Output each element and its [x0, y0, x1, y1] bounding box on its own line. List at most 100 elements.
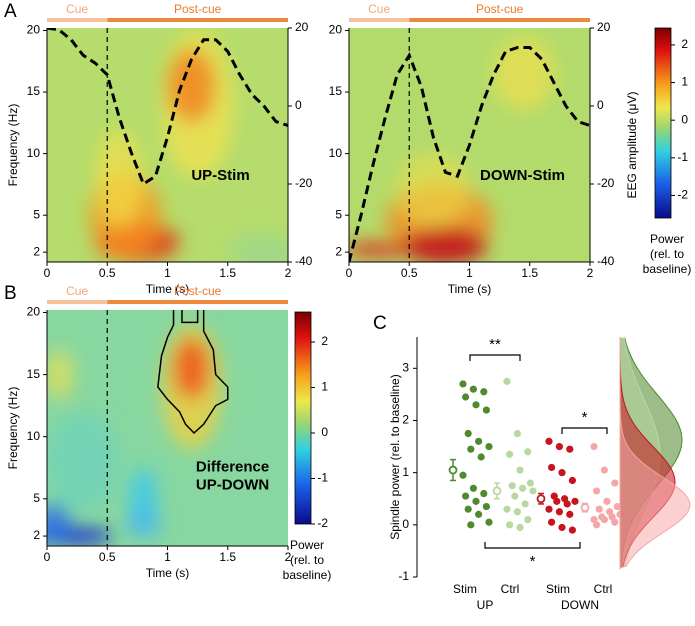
colorbar-tick-label: 1	[681, 75, 688, 89]
post-cue-label: Post-cue	[174, 2, 222, 16]
eeg-line	[47, 28, 288, 187]
category-label: Ctrl	[501, 582, 520, 596]
y2-tick-label: -40	[597, 254, 615, 268]
cue-label: Cue	[66, 284, 88, 298]
data-point	[472, 497, 480, 505]
data-point	[459, 471, 467, 479]
colorbar-tick-label: 0	[681, 112, 688, 126]
data-point	[513, 429, 522, 438]
y-tick-label: 15	[329, 84, 343, 98]
colorbar-tick-label: -1	[677, 150, 688, 164]
significance-bracket	[561, 427, 608, 434]
x-tick-label: 0.5	[99, 550, 116, 564]
data-point	[467, 521, 475, 529]
x-axis-label: Time (s)	[448, 282, 492, 296]
cue-bar	[47, 300, 108, 304]
colorbar-tick-label: 1	[321, 380, 328, 394]
y-tick-label: 15	[27, 84, 41, 98]
data-point	[566, 445, 574, 453]
data-point	[611, 479, 619, 487]
heatmap-blob	[47, 527, 114, 545]
heatmap-blob	[47, 503, 72, 544]
y-tick-label: -1	[398, 569, 409, 583]
y-axis-label: Spindle power (rel. to baseline)	[388, 374, 402, 539]
data-point	[462, 492, 470, 500]
y2-tick-label: -20	[597, 176, 615, 190]
data-point	[482, 502, 490, 511]
data-point	[469, 484, 477, 492]
group-label: UP	[477, 598, 494, 612]
data-point	[475, 437, 483, 445]
eeg-line	[349, 46, 590, 262]
heatmap-blob	[95, 128, 144, 228]
post-cue-label: Post-cue	[476, 2, 524, 16]
category-label: Stim	[453, 582, 477, 596]
data-point	[590, 442, 598, 451]
heatmap-blob	[47, 349, 74, 400]
colorbar-label: (rel. to	[290, 553, 324, 567]
data-point	[464, 429, 472, 438]
y-tick-label: 2	[33, 528, 40, 542]
data-point	[472, 401, 480, 409]
post-cue-bar	[107, 300, 288, 304]
y-tick-label: 5	[335, 207, 342, 221]
colorbar	[654, 27, 672, 219]
data-point	[480, 489, 488, 498]
x-tick-label: 1.5	[219, 550, 236, 564]
data-point	[485, 518, 493, 526]
data-point	[568, 526, 577, 534]
data-point	[566, 510, 574, 518]
y-tick-label: 2	[402, 413, 409, 427]
colorbar-tick-label: -2	[677, 188, 688, 202]
heatmap-blob	[403, 227, 488, 262]
significance-label: *	[530, 553, 536, 570]
y-tick-label: 0	[402, 517, 409, 531]
x-axis-label: Time (s)	[146, 282, 190, 296]
data-point	[568, 476, 577, 485]
mean-marker	[580, 503, 590, 513]
heatmap	[349, 28, 590, 262]
y-tick-label: 10	[27, 429, 41, 443]
heatmap-title: UP-DOWN	[196, 477, 269, 494]
data-point	[526, 479, 535, 487]
heatmap	[47, 310, 288, 546]
colorbar-label: baseline)	[283, 568, 332, 582]
cue-label: Cue	[66, 2, 88, 16]
data-point	[555, 508, 564, 516]
x-tick-label: 0	[44, 550, 51, 564]
cue-bar	[349, 18, 410, 22]
data-point	[506, 521, 514, 529]
data-point	[524, 448, 532, 456]
x-tick-label: 1.5	[219, 266, 236, 280]
data-point	[593, 487, 601, 495]
colorbar-tick-label: 0	[321, 425, 328, 439]
heatmap-blob	[227, 233, 288, 262]
heatmap-blob	[173, 337, 210, 400]
data-point	[558, 469, 566, 477]
x-axis-label: Time (s)	[146, 566, 190, 580]
x-tick-label: 1	[466, 266, 473, 280]
heatmap-blob	[47, 411, 120, 512]
y2-tick-label: -40	[295, 254, 313, 268]
y-axis-label: Frequency (Hz)	[6, 104, 20, 187]
colorbar	[294, 311, 312, 525]
heatmap-title: Difference	[196, 459, 269, 476]
data-point	[571, 497, 579, 505]
data-point	[519, 484, 527, 492]
x-tick-label: 0.5	[401, 266, 418, 280]
category-label: Stim	[546, 582, 570, 596]
data-point	[548, 463, 556, 472]
data-point	[477, 453, 485, 461]
data-point	[545, 437, 553, 445]
data-point	[462, 393, 470, 401]
y-tick-label: 15	[27, 367, 41, 381]
mean-marker	[448, 465, 458, 475]
panel-label: C	[373, 313, 387, 334]
heatmap-title: UP-Stim	[191, 167, 249, 184]
data-point	[553, 497, 561, 505]
data-point	[513, 508, 522, 516]
heatmap-blobs	[47, 324, 222, 545]
heatmap	[47, 28, 288, 262]
data-point	[521, 500, 529, 508]
y-tick-label: 5	[33, 207, 40, 221]
